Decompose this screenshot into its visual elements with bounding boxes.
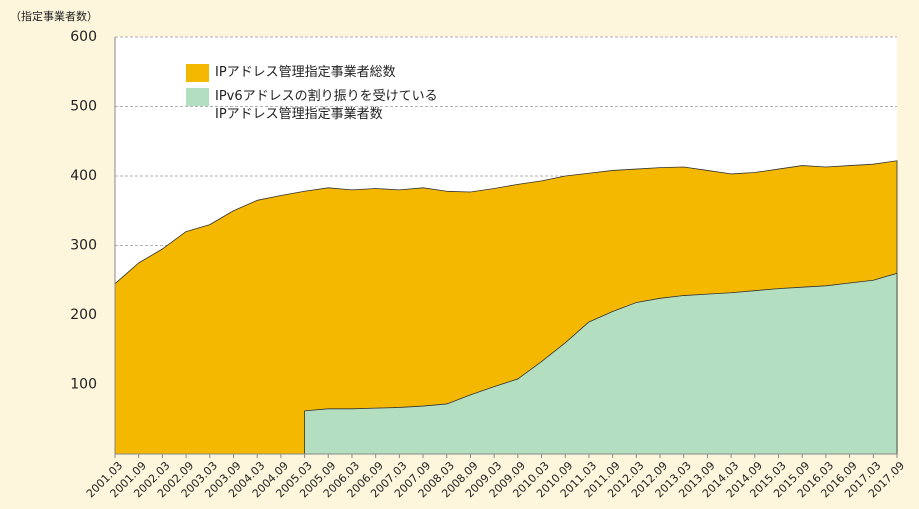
legend-item: IPアドレス管理指定事業者総数 xyxy=(186,64,438,82)
y-tick-label: 400 xyxy=(70,168,97,184)
legend-label: IPアドレス管理指定事業者総数 xyxy=(215,65,396,80)
y-axis-label: （指定事業者数） xyxy=(10,9,98,23)
areas xyxy=(114,160,898,455)
legend-item: IPv6アドレスの割り振りを受けている IPアドレス管理指定事業者数 xyxy=(186,88,438,124)
legend-swatch xyxy=(186,64,209,82)
area xyxy=(304,272,898,455)
y-tick-label: 500 xyxy=(70,99,97,115)
y-tick-label: 100 xyxy=(70,377,97,393)
legend: IPアドレス管理指定事業者総数 IPv6アドレスの割り振りを受けている IPアドレ… xyxy=(186,64,438,130)
y-tick-label: 300 xyxy=(70,238,97,254)
y-tick-label: 600 xyxy=(70,29,97,45)
legend-swatch xyxy=(186,88,209,106)
legend-label: IPv6アドレスの割り振りを受けている IPアドレス管理指定事業者数 xyxy=(215,89,438,122)
y-tick-label: 200 xyxy=(70,307,97,323)
